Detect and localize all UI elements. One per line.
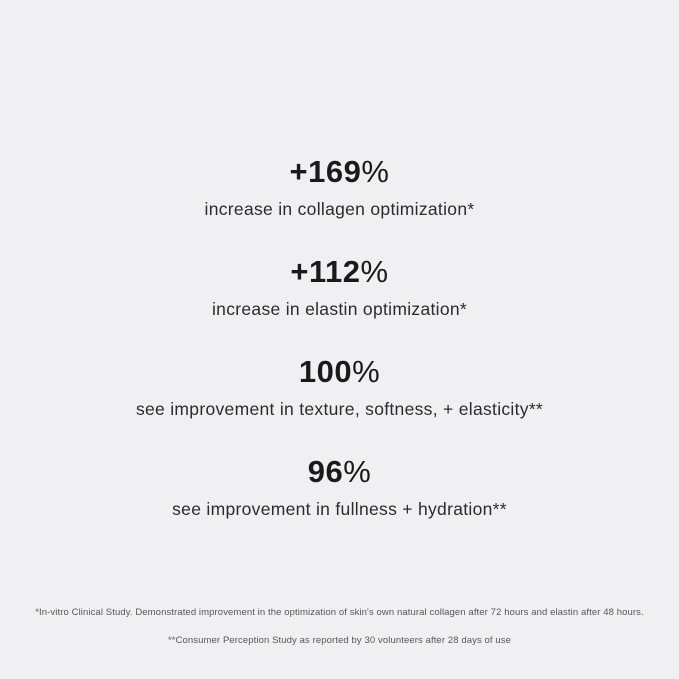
stat-elastin-number: +112 (290, 254, 361, 289)
stat-elastin-value: +112% (0, 253, 679, 291)
footnote-consumer-study: **Consumer Perception Study as reported … (167, 635, 512, 646)
stats-panel: +169% increase in collagen optimization*… (0, 153, 679, 521)
percent-sign: % (361, 154, 390, 189)
stat-collagen-label: increase in collagen optimization* (204, 199, 475, 219)
percent-sign: % (352, 354, 381, 389)
percent-sign: % (360, 254, 389, 289)
stat-fullness-value: 96% (0, 453, 679, 491)
footnote-clinical-study: *In-vitro Clinical Study. Demonstrated i… (35, 607, 644, 618)
stat-texture: 100% see improvement in texture, softnes… (0, 353, 679, 421)
stat-collagen: +169% increase in collagen optimization* (0, 153, 679, 221)
stat-texture-value: 100% (0, 353, 679, 391)
stat-fullness-label: see improvement in fullness + hydration*… (172, 499, 507, 519)
stat-texture-label: see improvement in texture, softness, + … (135, 399, 544, 419)
footnotes: *In-vitro Clinical Study. Demonstrated i… (0, 606, 679, 648)
stat-elastin: +112% increase in elastin optimization* (0, 253, 679, 321)
stat-elastin-label: increase in elastin optimization* (211, 299, 468, 319)
stat-fullness: 96% see improvement in fullness + hydrat… (0, 453, 679, 521)
stat-collagen-value: +169% (0, 153, 679, 191)
stat-texture-number: 100 (298, 354, 353, 389)
percent-sign: % (343, 454, 372, 489)
stat-fullness-number: 96 (307, 454, 344, 489)
stat-collagen-number: +169 (289, 154, 362, 189)
